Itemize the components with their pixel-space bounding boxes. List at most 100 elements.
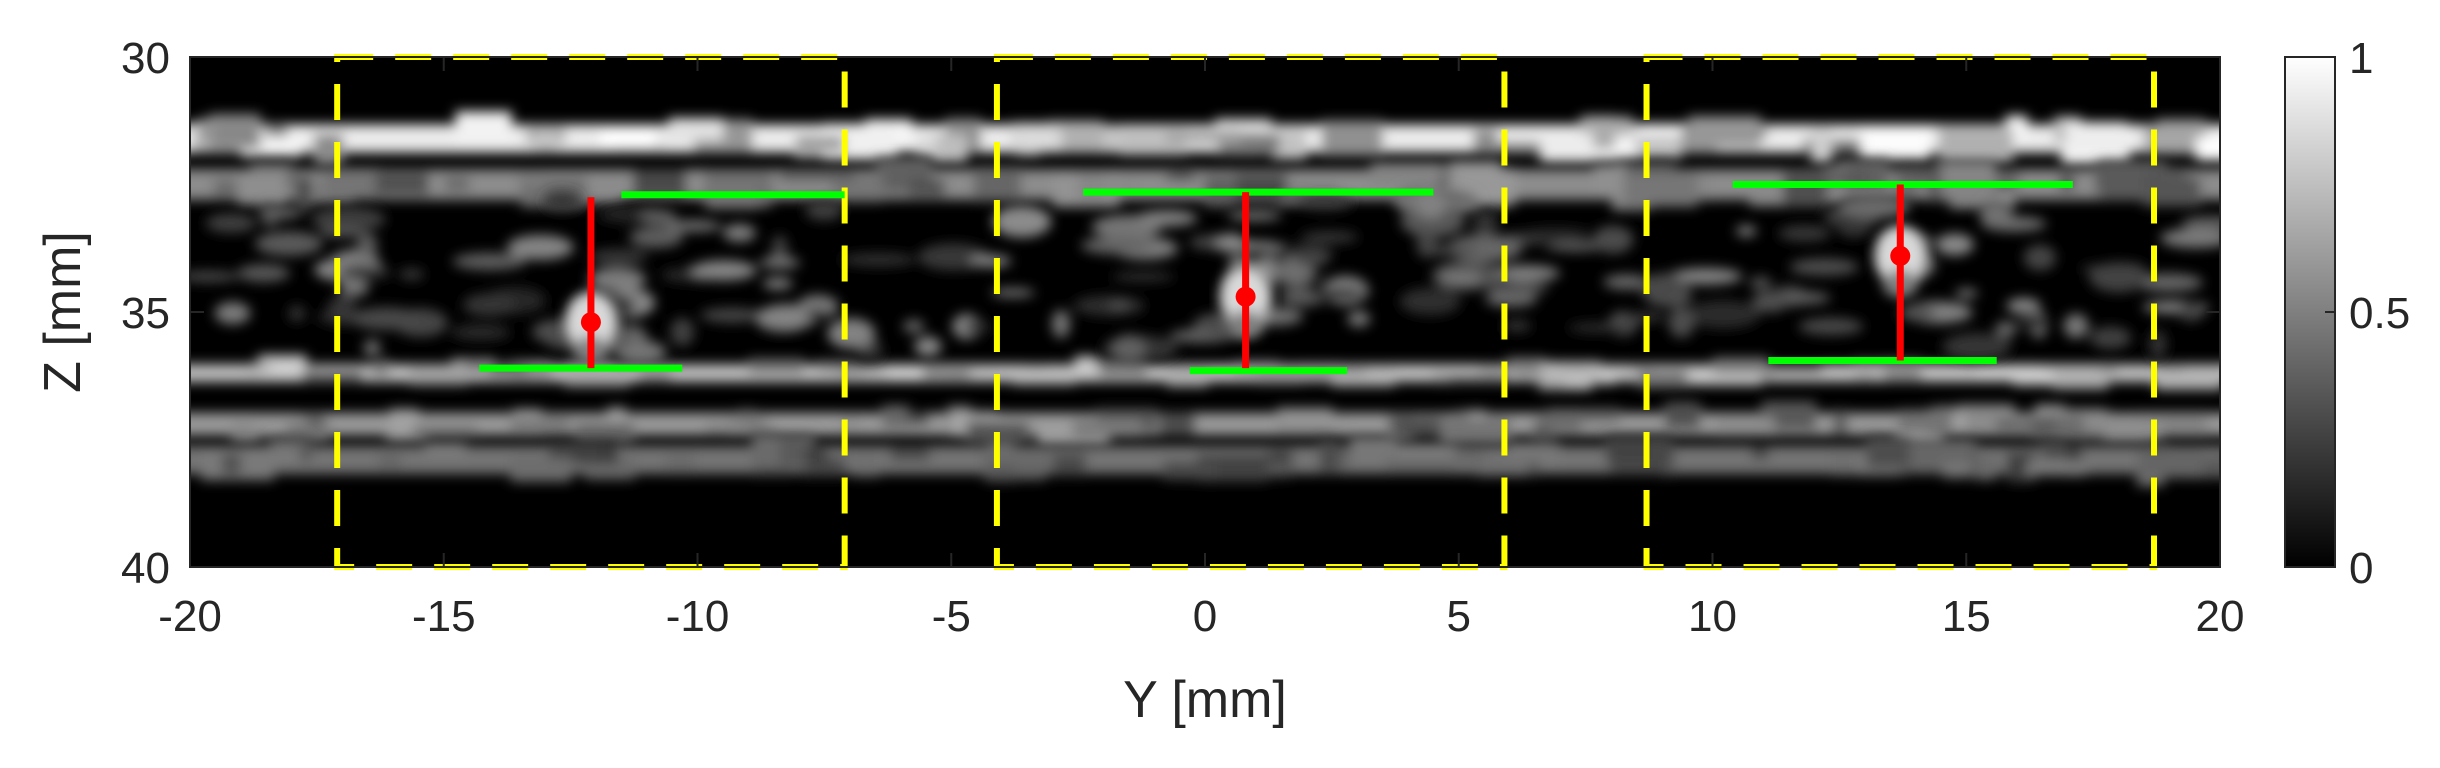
- speckle: [356, 233, 378, 257]
- speckle: [922, 370, 970, 378]
- speckle: [767, 413, 842, 427]
- speckle: [327, 295, 357, 326]
- speckle: [670, 317, 695, 347]
- speckle: [1166, 166, 1195, 181]
- speckle: [639, 372, 671, 382]
- speckle: [2137, 449, 2203, 479]
- speckle: [2065, 121, 2128, 153]
- speckle: [1941, 160, 1996, 200]
- y-tick-label: 30: [121, 34, 170, 83]
- speckle: [1648, 444, 1674, 462]
- speckle: [1995, 420, 2055, 430]
- speckle: [916, 137, 937, 158]
- speckle: [2094, 162, 2144, 192]
- speckle: [629, 226, 684, 248]
- speckle: [1400, 205, 1465, 238]
- speckle: [1751, 445, 1769, 460]
- speckle: [1370, 162, 1443, 184]
- speckle: [2006, 298, 2041, 314]
- speckle: [1012, 367, 1076, 385]
- speckle: [409, 366, 468, 385]
- speckle: [2160, 228, 2220, 248]
- speckle: [600, 128, 656, 147]
- speckle: [1540, 132, 1594, 163]
- speckle: [264, 206, 302, 220]
- speckle: [1432, 370, 1448, 383]
- speckle: [1735, 225, 1757, 237]
- speckle: [1782, 170, 1828, 208]
- speckle: [1439, 418, 1511, 445]
- axes: -20 -15 -10 -5 0 5 10 15 20 30 35 40: [121, 34, 2244, 641]
- speckle: [1974, 364, 2041, 379]
- speckle: [1538, 411, 1582, 432]
- bright-band: [190, 433, 2220, 487]
- speckle: [1832, 410, 1848, 435]
- x-tick-label: 20: [2196, 592, 2245, 641]
- speckle: [450, 324, 511, 341]
- y-axis-label: Z [mm]: [34, 231, 92, 393]
- speckle: [771, 234, 788, 263]
- speckle: [1898, 304, 1936, 322]
- speckle: [1883, 360, 1922, 383]
- colorbar-tick-label: 0: [2349, 544, 2373, 593]
- speckle: [1938, 126, 2014, 163]
- speckle: [1593, 164, 1626, 197]
- speckle: [1295, 195, 1353, 210]
- speckle: [1751, 290, 1789, 313]
- speckle: [1562, 363, 1590, 371]
- measurement-point: [1235, 286, 1256, 307]
- speckle: [1852, 361, 1894, 373]
- speckle: [575, 423, 635, 444]
- colorbar-tick-label: 0.5: [2349, 289, 2410, 338]
- speckle: [1482, 141, 1554, 154]
- ultrasound-image: [190, 57, 2220, 567]
- speckle: [1713, 358, 1769, 380]
- speckle: [222, 453, 241, 475]
- speckle: [1223, 241, 1283, 251]
- speckle: [2181, 216, 2220, 231]
- speckle: [536, 132, 556, 151]
- speckle: [2026, 461, 2087, 476]
- x-tick-label: 0: [1193, 592, 1217, 641]
- speckle: [424, 442, 466, 456]
- speckle: [963, 320, 992, 334]
- speckle: [288, 305, 306, 322]
- speckle: [797, 294, 839, 319]
- speckle: [704, 421, 750, 436]
- speckle: [827, 318, 876, 349]
- speckle: [1319, 439, 1340, 472]
- speckle: [1955, 288, 1978, 298]
- speckle: [1472, 210, 1499, 235]
- speckle: [1099, 358, 1148, 377]
- speckle: [1664, 401, 1701, 429]
- speckle: [1111, 272, 1175, 281]
- speckle: [302, 369, 363, 383]
- speckle: [452, 252, 527, 271]
- speckle: [607, 407, 626, 425]
- speckle: [543, 190, 582, 212]
- speckle: [1638, 370, 1688, 388]
- bright-band: [190, 401, 2220, 448]
- speckle: [665, 453, 696, 475]
- speckle: [1081, 236, 1153, 255]
- x-tick-label: 5: [1447, 592, 1471, 641]
- speckle: [2154, 369, 2220, 390]
- speckle: [1668, 306, 1695, 338]
- speckle: [909, 179, 945, 197]
- speckle: [2052, 370, 2109, 389]
- speckle-field: [190, 184, 2220, 364]
- speckle: [254, 231, 323, 256]
- speckle: [796, 135, 845, 152]
- speckle: [198, 118, 214, 141]
- speckle: [722, 223, 756, 242]
- measurement-point: [1890, 245, 1911, 266]
- speckle: [588, 267, 647, 291]
- x-tick-label: -5: [932, 592, 971, 641]
- speckle: [1309, 287, 1366, 300]
- speckle: [1385, 459, 1454, 472]
- x-tick-label: -20: [158, 592, 222, 641]
- speckle: [762, 277, 793, 290]
- speckle: [237, 264, 290, 283]
- speckle: [1837, 195, 1911, 219]
- speckle: [413, 425, 478, 438]
